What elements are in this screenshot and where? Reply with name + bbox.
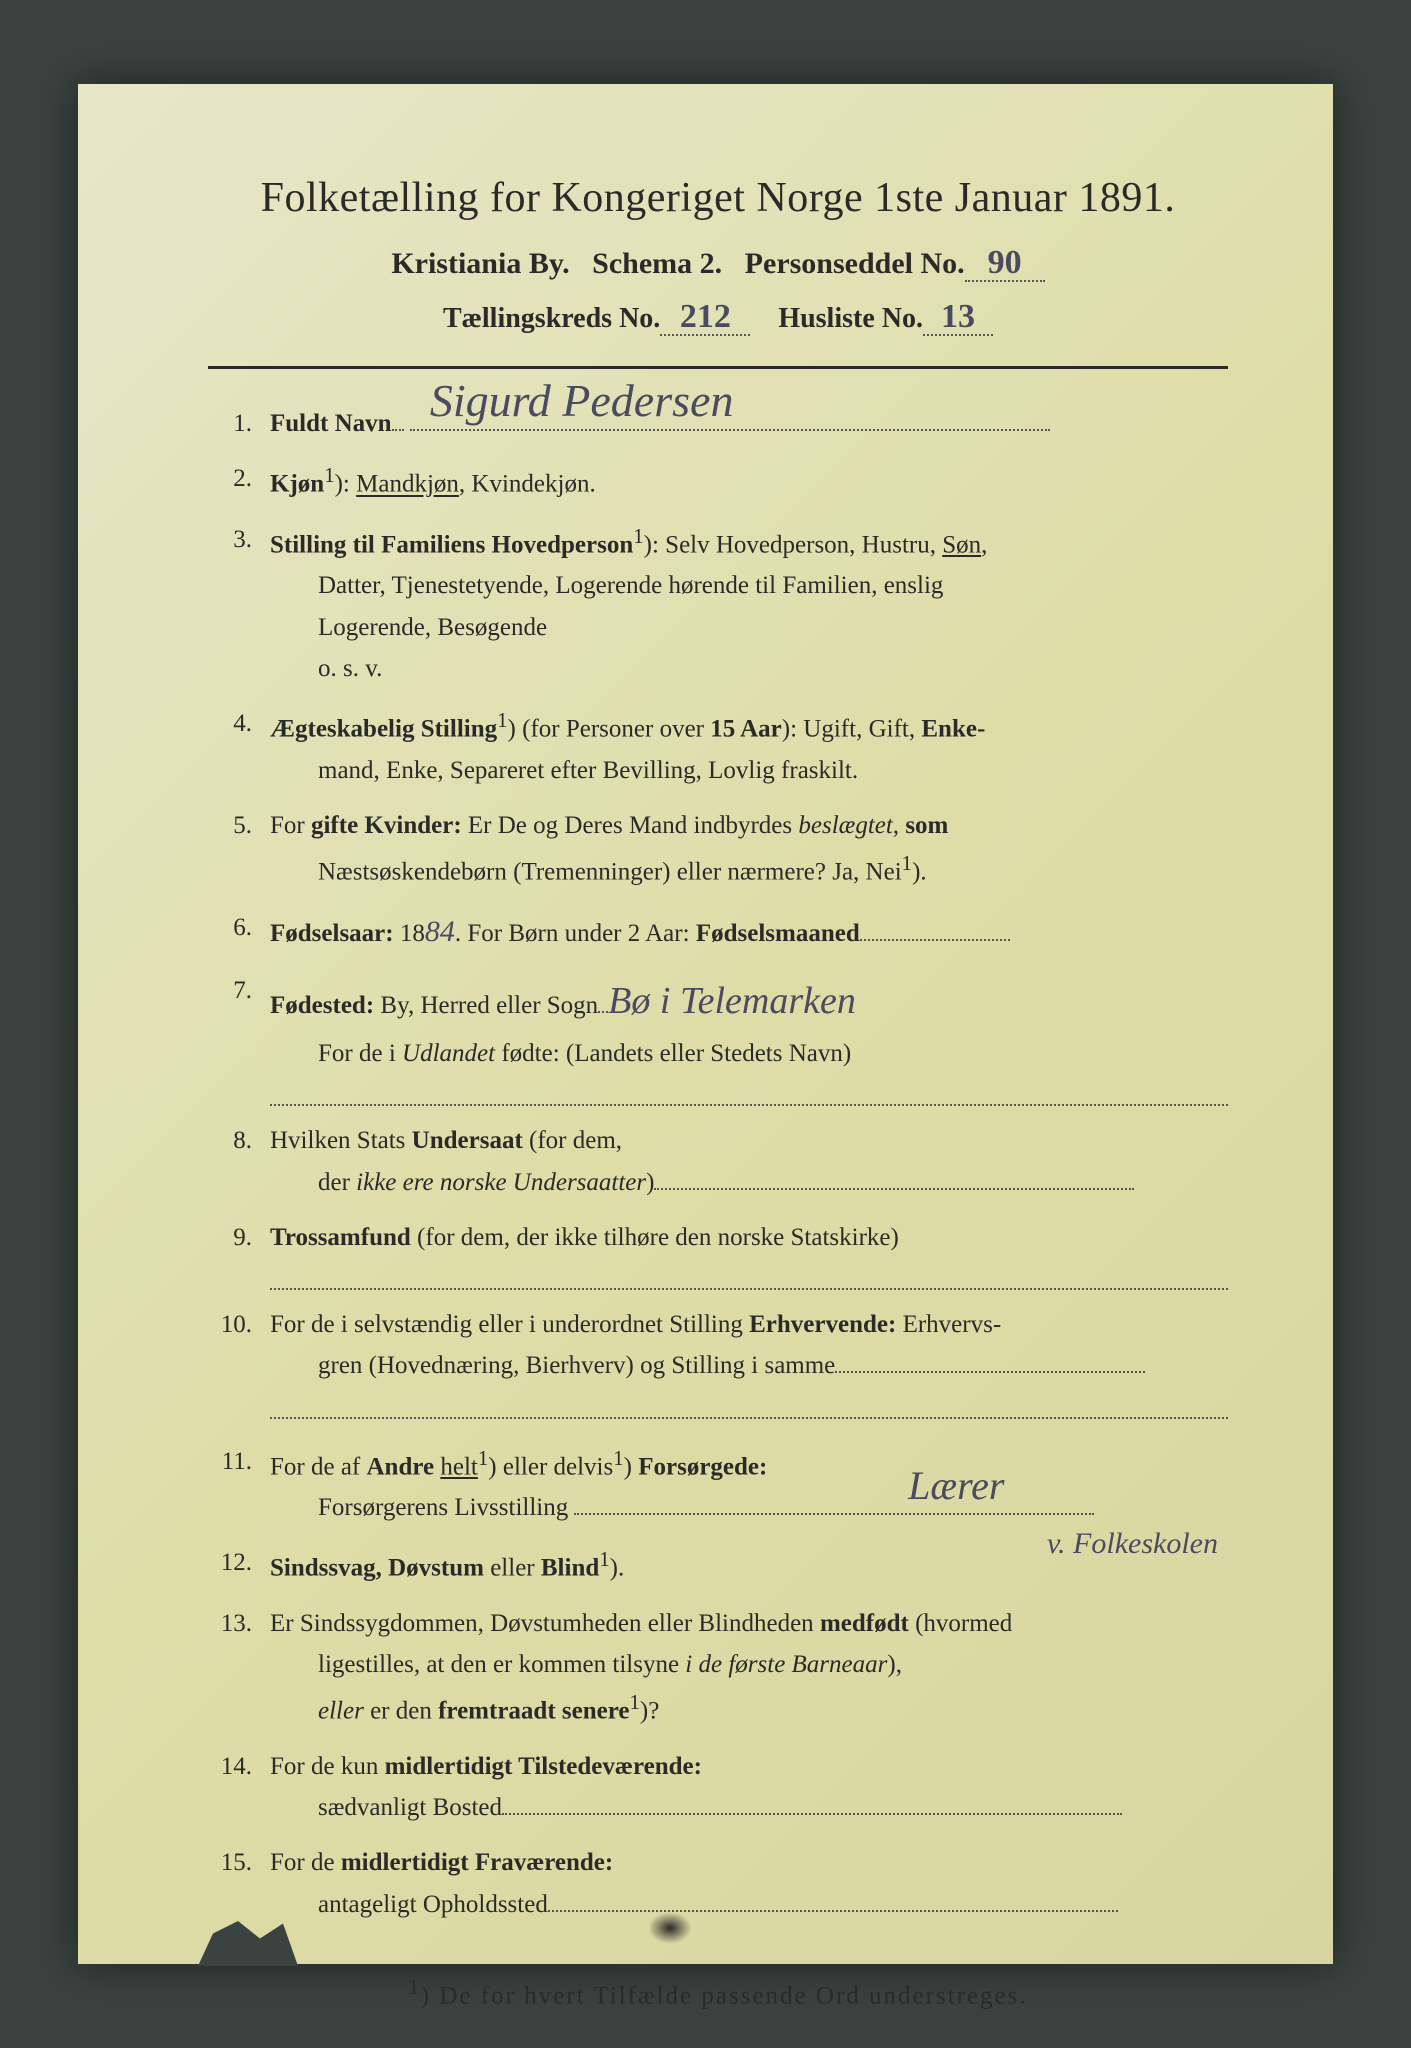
field-label: Trossamfund <box>270 1224 411 1251</box>
cont: o. s. v. <box>270 648 1228 689</box>
field-num: 13. <box>208 1603 270 1732</box>
field-label: gifte Kvinder: <box>311 812 462 839</box>
cont: mand, Enke, Separeret efter Bevilling, L… <box>270 750 1228 791</box>
field-num: 11. <box>208 1441 270 1529</box>
field-num: 9. <box>208 1217 270 1290</box>
option: Enke- <box>921 715 985 742</box>
field-num: 14. <box>208 1746 270 1829</box>
page-smudge <box>648 1912 692 1944</box>
kreds-value: 212 <box>660 300 750 336</box>
option: Kvindekjøn. <box>471 471 595 498</box>
field-9: 9. Trossamfund (for dem, der ikke tilhør… <box>208 1217 1228 1290</box>
field-label: Stilling til Familiens Hovedperson <box>270 531 633 558</box>
title-line3: Tællingskreds No.212 Husliste No.13 <box>208 300 1228 336</box>
field-label: midlertidigt Tilstedeværende: <box>385 1753 702 1780</box>
schema-label: Schema 2. <box>592 247 722 280</box>
field-13: 13. Er Sindssygdommen, Døvstumheden elle… <box>208 1603 1228 1732</box>
personseddel-value: 90 <box>965 246 1045 282</box>
field-label: Fødested: <box>270 992 374 1019</box>
dotted-line <box>270 1274 1228 1290</box>
field-label: Erhvervende: <box>749 1311 896 1338</box>
field-num: 4. <box>208 703 270 791</box>
field-num: 2. <box>208 458 270 505</box>
cont: Næstsøskendebørn (Tremenninger) eller næ… <box>270 846 1228 893</box>
field-15: 15. For de midlertidigt Fraværende: anta… <box>208 1842 1228 1925</box>
field-num: 15. <box>208 1842 270 1925</box>
field-label: midlertidigt Fraværende: <box>341 1849 613 1876</box>
cont: For de i Udlandet fødte: (Landets eller … <box>270 1033 1228 1074</box>
field-label: Sindssvag, Døvstum <box>270 1555 484 1582</box>
field-num: 7. <box>208 970 270 1106</box>
field-label: Fuldt Navn <box>270 410 392 437</box>
cont: ligestilles, at den er kommen tilsyne i … <box>270 1644 1228 1685</box>
field-num: 1. <box>208 403 270 444</box>
name-value: Sigurd Pedersen <box>430 363 734 439</box>
selected-option: Søn <box>942 531 981 558</box>
provider-value-2: v. Folkeskolen <box>1047 1519 1218 1569</box>
field-label: Fødselsaar: <box>270 920 394 947</box>
provider-value-1: Lærer <box>908 1453 1004 1519</box>
cont: gren (Hovednæring, Bierhverv) og Stillin… <box>270 1345 1228 1386</box>
field-1: 1. Fuldt Navn Sigurd Pedersen <box>208 403 1228 444</box>
footnote: 1) De for hvert Tilfælde passende Ord un… <box>208 1975 1228 2010</box>
cont: der ikke ere norske Undersaatter) <box>270 1162 1228 1203</box>
field-num: 10. <box>208 1304 270 1419</box>
name-fill: Sigurd Pedersen <box>410 429 1050 431</box>
field-3: 3. Stilling til Familiens Hovedperson1):… <box>208 519 1228 689</box>
dotted-line <box>270 1090 1228 1106</box>
field-7: 7. Fødested: By, Herred eller SognBø i T… <box>208 970 1228 1106</box>
title-line2: Kristiania By. Schema 2. Personseddel No… <box>208 246 1228 282</box>
field-label: Kjøn <box>270 471 324 498</box>
selected-option: Mandkjøn <box>356 471 459 498</box>
field-num: 3. <box>208 519 270 689</box>
field-2: 2. Kjøn1): Mandkjøn, Kvindekjøn. <box>208 458 1228 505</box>
field-num: 8. <box>208 1120 270 1203</box>
form-body: 1. Fuldt Navn Sigurd Pedersen 2. Kjøn1):… <box>208 403 1228 1925</box>
field-label: Ægteskabelig Stilling <box>270 715 497 742</box>
title-main: Folketælling for Kongeriget Norge 1ste J… <box>208 174 1228 222</box>
field-num: 5. <box>208 805 270 893</box>
personseddel-label: Personseddel No. <box>745 247 965 280</box>
cont: Datter, Tjenestetyende, Logerende hørend… <box>270 565 1228 606</box>
birthplace-value: Bø i Telemarken <box>608 980 856 1022</box>
field-11: 11. For de af Andre helt1) eller delvis1… <box>208 1441 1228 1529</box>
field-10: 10. For de i selvstændig eller i underor… <box>208 1304 1228 1419</box>
field-num: 12. <box>208 1542 270 1589</box>
husliste-value: 13 <box>923 300 993 336</box>
census-form-page: Folketælling for Kongeriget Norge 1ste J… <box>78 84 1333 1964</box>
kreds-label: Tællingskreds No. <box>443 303 660 334</box>
birthyear-value: 84 <box>425 915 455 948</box>
cont: sædvanligt Bosted <box>270 1787 1228 1828</box>
field-5: 5. For gifte Kvinder: Er De og Deres Man… <box>208 805 1228 893</box>
field-label: Forsørgede: <box>638 1453 767 1480</box>
cont: eller er den fremtraadt senere1)? <box>270 1685 1228 1732</box>
field-6: 6. Fødselsaar: 1884. For Børn under 2 Aa… <box>208 907 1228 957</box>
cont: antageligt Opholdssted <box>270 1884 1228 1925</box>
sup: 1 <box>324 463 334 487</box>
field-14: 14. For de kun midlertidigt Tilstedevære… <box>208 1746 1228 1829</box>
cont: Logerende, Besøgende <box>270 607 1228 648</box>
field-num: 6. <box>208 907 270 957</box>
field-label: Undersaat <box>412 1127 523 1154</box>
form-header: Folketælling for Kongeriget Norge 1ste J… <box>208 174 1228 336</box>
city-label: Kristiania By. <box>391 247 569 280</box>
husliste-label: Husliste No. <box>778 303 923 334</box>
dotted-line <box>270 1403 1228 1419</box>
field-8: 8. Hvilken Stats Undersaat (for dem, der… <box>208 1120 1228 1203</box>
field-4: 4. Ægteskabelig Stilling1) (for Personer… <box>208 703 1228 791</box>
